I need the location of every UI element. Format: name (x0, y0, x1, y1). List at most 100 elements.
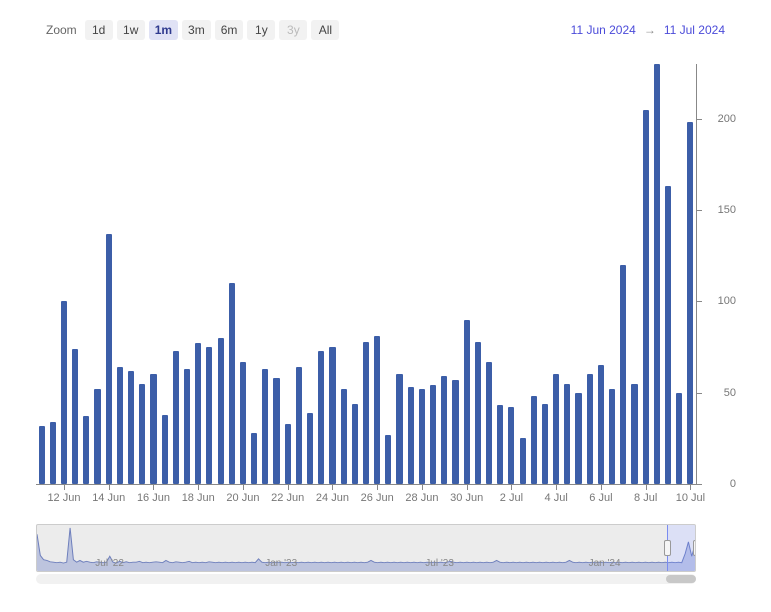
bar[interactable] (39, 426, 45, 484)
bar[interactable] (352, 404, 358, 484)
bar[interactable] (61, 301, 67, 484)
bar[interactable] (620, 265, 626, 484)
bar[interactable] (296, 367, 302, 484)
bar[interactable] (531, 396, 537, 484)
bar[interactable] (285, 424, 291, 484)
zoom-all-button[interactable]: All (311, 20, 339, 40)
y-tick-label: 100 (718, 295, 736, 307)
x-tick-label: 22 Jun (271, 492, 304, 504)
zoom-1m-button[interactable]: 1m (149, 20, 178, 40)
bar[interactable] (83, 416, 89, 484)
x-tick (646, 484, 647, 490)
bar[interactable] (341, 389, 347, 484)
bar[interactable] (94, 389, 100, 484)
bar[interactable] (486, 362, 492, 484)
bar[interactable] (441, 376, 447, 484)
bar[interactable] (665, 186, 671, 484)
x-tick-label: 24 Jun (316, 492, 349, 504)
chart-bars (36, 64, 696, 484)
y-axis-line (696, 64, 697, 484)
bar[interactable] (654, 64, 660, 484)
zoom-label: Zoom (46, 23, 77, 37)
bar[interactable] (464, 320, 470, 484)
bar[interactable] (273, 378, 279, 484)
zoom-1y-button[interactable]: 1y (247, 20, 275, 40)
y-tick-label: 150 (718, 204, 736, 216)
bar[interactable] (307, 413, 313, 484)
bar[interactable] (50, 422, 56, 484)
navigator-label: Jan '23 (265, 558, 297, 569)
x-tick-label: 16 Jun (137, 492, 170, 504)
bar[interactable] (631, 384, 637, 484)
date-range: 11 Jun 2024 → 11 Jul 2024 (571, 23, 725, 37)
y-tick (696, 301, 702, 302)
bar[interactable] (452, 380, 458, 484)
bar[interactable] (430, 385, 436, 484)
navigator-scrollbar[interactable] (36, 574, 696, 584)
zoom-6m-button[interactable]: 6m (215, 20, 244, 40)
bar[interactable] (575, 393, 581, 484)
x-axis-line (36, 484, 696, 485)
bar[interactable] (643, 110, 649, 484)
y-tick-label: 0 (730, 478, 736, 490)
bar[interactable] (329, 347, 335, 484)
bar[interactable] (542, 404, 548, 484)
arrow-right-icon: → (644, 23, 656, 37)
zoom-1d-button[interactable]: 1d (85, 20, 113, 40)
bar[interactable] (184, 369, 190, 484)
bar[interactable] (419, 389, 425, 484)
bar[interactable] (408, 387, 414, 484)
bar[interactable] (363, 342, 369, 484)
bar[interactable] (374, 336, 380, 484)
bar[interactable] (173, 351, 179, 484)
bar[interactable] (609, 389, 615, 484)
bar[interactable] (251, 433, 257, 484)
navigator-handle-right[interactable] (693, 540, 696, 556)
bar[interactable] (687, 122, 693, 484)
bar[interactable] (587, 374, 593, 484)
bar[interactable] (318, 351, 324, 484)
x-tick (601, 484, 602, 490)
bar[interactable] (475, 342, 481, 484)
bar[interactable] (676, 393, 682, 484)
x-tick-label: 30 Jun (450, 492, 483, 504)
bar[interactable] (106, 234, 112, 484)
date-from-input[interactable]: 11 Jun 2024 (571, 23, 636, 37)
bar[interactable] (206, 347, 212, 484)
bar[interactable] (553, 374, 559, 484)
bar[interactable] (139, 384, 145, 484)
x-tick-label: 12 Jun (47, 492, 80, 504)
bar[interactable] (508, 407, 514, 484)
zoom-3m-button[interactable]: 3m (182, 20, 211, 40)
x-tick-label: 28 Jun (405, 492, 438, 504)
y-tick (696, 393, 702, 394)
bar[interactable] (128, 371, 134, 484)
bar[interactable] (150, 374, 156, 484)
bar[interactable] (262, 369, 268, 484)
x-tick (109, 484, 110, 490)
x-tick (377, 484, 378, 490)
bar[interactable] (520, 438, 526, 484)
bar[interactable] (497, 405, 503, 484)
zoom-1w-button[interactable]: 1w (117, 20, 145, 40)
bar[interactable] (385, 435, 391, 484)
bar[interactable] (195, 343, 201, 484)
x-tick (288, 484, 289, 490)
bar[interactable] (72, 349, 78, 484)
navigator-scrollbar-thumb[interactable] (666, 575, 696, 583)
date-to-input[interactable]: 11 Jul 2024 (664, 23, 725, 37)
bar[interactable] (218, 338, 224, 484)
bar[interactable] (240, 362, 246, 484)
bar[interactable] (162, 415, 168, 484)
navigator-handle-left[interactable] (664, 540, 671, 556)
bar[interactable] (598, 365, 604, 484)
bar[interactable] (229, 283, 235, 484)
bar[interactable] (117, 367, 123, 484)
bar[interactable] (396, 374, 402, 484)
x-axis-labels: 12 Jun14 Jun16 Jun18 Jun20 Jun22 Jun24 J… (36, 492, 696, 510)
y-tick (696, 210, 702, 211)
bar[interactable] (564, 384, 570, 484)
range-navigator[interactable]: Jul '22Jan '23Jul '23Jan '24 (36, 524, 696, 572)
y-tick (696, 484, 702, 485)
navigator-window[interactable] (667, 525, 696, 571)
